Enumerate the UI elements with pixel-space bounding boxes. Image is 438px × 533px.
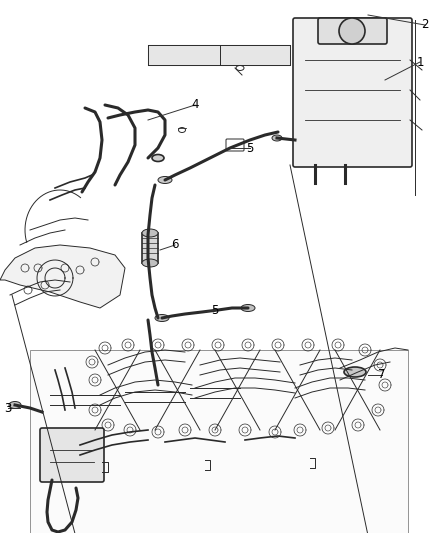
Text: 3: 3 — [4, 401, 12, 415]
Circle shape — [339, 18, 365, 44]
Ellipse shape — [236, 66, 244, 70]
Text: 5: 5 — [211, 303, 219, 317]
FancyBboxPatch shape — [30, 350, 408, 533]
FancyBboxPatch shape — [318, 18, 387, 44]
Ellipse shape — [241, 304, 255, 311]
Text: 6: 6 — [171, 238, 179, 252]
Ellipse shape — [9, 401, 21, 408]
FancyBboxPatch shape — [293, 18, 412, 167]
Text: 2: 2 — [421, 19, 429, 31]
Ellipse shape — [344, 367, 366, 377]
Text: 5: 5 — [246, 141, 254, 155]
Ellipse shape — [179, 127, 186, 133]
Ellipse shape — [272, 135, 282, 141]
Ellipse shape — [142, 229, 158, 237]
Ellipse shape — [152, 155, 164, 161]
Text: 7: 7 — [378, 368, 386, 382]
FancyBboxPatch shape — [226, 139, 244, 151]
Ellipse shape — [142, 259, 158, 267]
FancyBboxPatch shape — [142, 233, 158, 263]
Text: 4: 4 — [191, 99, 199, 111]
Polygon shape — [0, 245, 125, 308]
FancyBboxPatch shape — [40, 428, 104, 482]
Text: 1: 1 — [416, 55, 424, 69]
Ellipse shape — [155, 314, 169, 321]
Ellipse shape — [158, 176, 172, 183]
